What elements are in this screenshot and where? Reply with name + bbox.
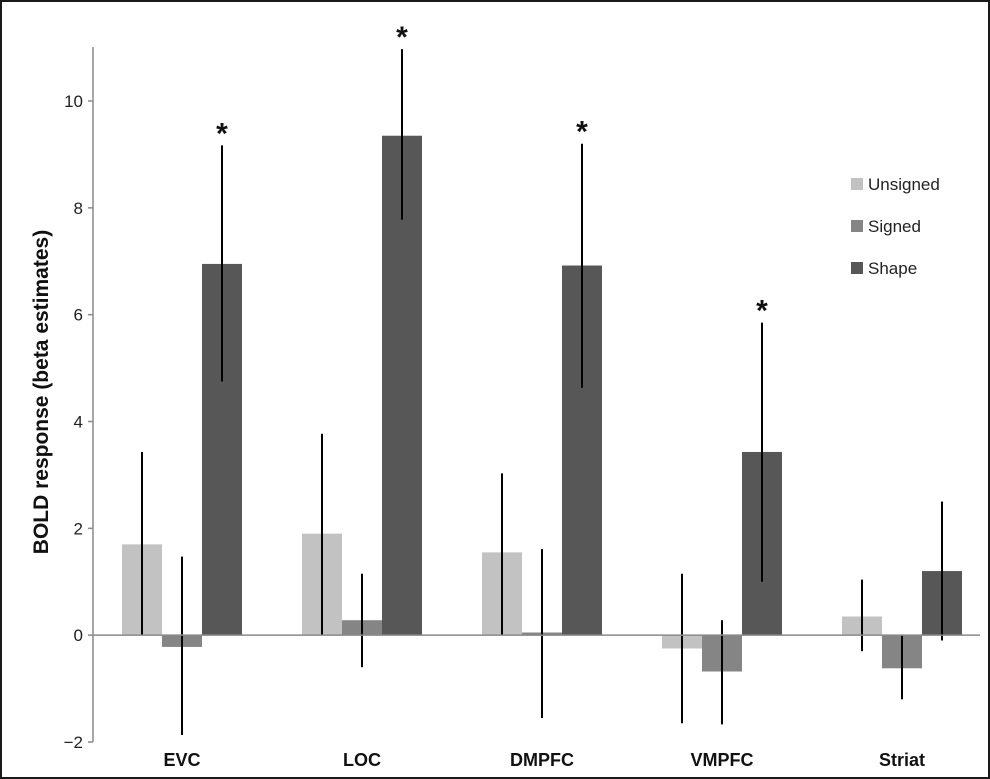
legend-label: Unsigned <box>868 175 940 194</box>
y-tick-label: 0 <box>74 626 83 645</box>
significance-star: * <box>396 21 408 54</box>
category-label: EVC <box>163 750 200 770</box>
y-tick-label: 2 <box>74 519 83 538</box>
category-label: Striat <box>879 750 925 770</box>
significance-star: * <box>216 117 228 150</box>
category-labels: EVC LOC DMPFC VMPFC Striat <box>163 750 925 770</box>
y-tick-label: 4 <box>74 413 83 432</box>
legend-swatch-signed <box>851 220 863 232</box>
legend-swatch-unsigned <box>851 178 863 190</box>
y-axis-label: BOLD response (beta estimates) <box>30 230 53 554</box>
legend-label: Shape <box>868 259 917 278</box>
y-axis <box>88 47 93 742</box>
y-tick-label: 10 <box>64 92 83 111</box>
category-label: DMPFC <box>510 750 574 770</box>
y-tick-label: −2 <box>64 733 83 752</box>
legend-swatch-shape <box>851 262 863 274</box>
category-label: VMPFC <box>691 750 754 770</box>
legend: Unsigned Signed Shape <box>851 175 940 278</box>
error-bars <box>142 49 942 735</box>
legend-label: Signed <box>868 217 921 236</box>
y-tick-label: 8 <box>74 199 83 218</box>
category-label: LOC <box>343 750 381 770</box>
significance-star: * <box>756 295 768 328</box>
y-tick-label: 6 <box>74 306 83 325</box>
significance-markers: * * * * <box>216 21 768 327</box>
y-tick-labels: −2 0 2 4 6 8 10 <box>64 92 83 752</box>
significance-star: * <box>576 116 588 149</box>
